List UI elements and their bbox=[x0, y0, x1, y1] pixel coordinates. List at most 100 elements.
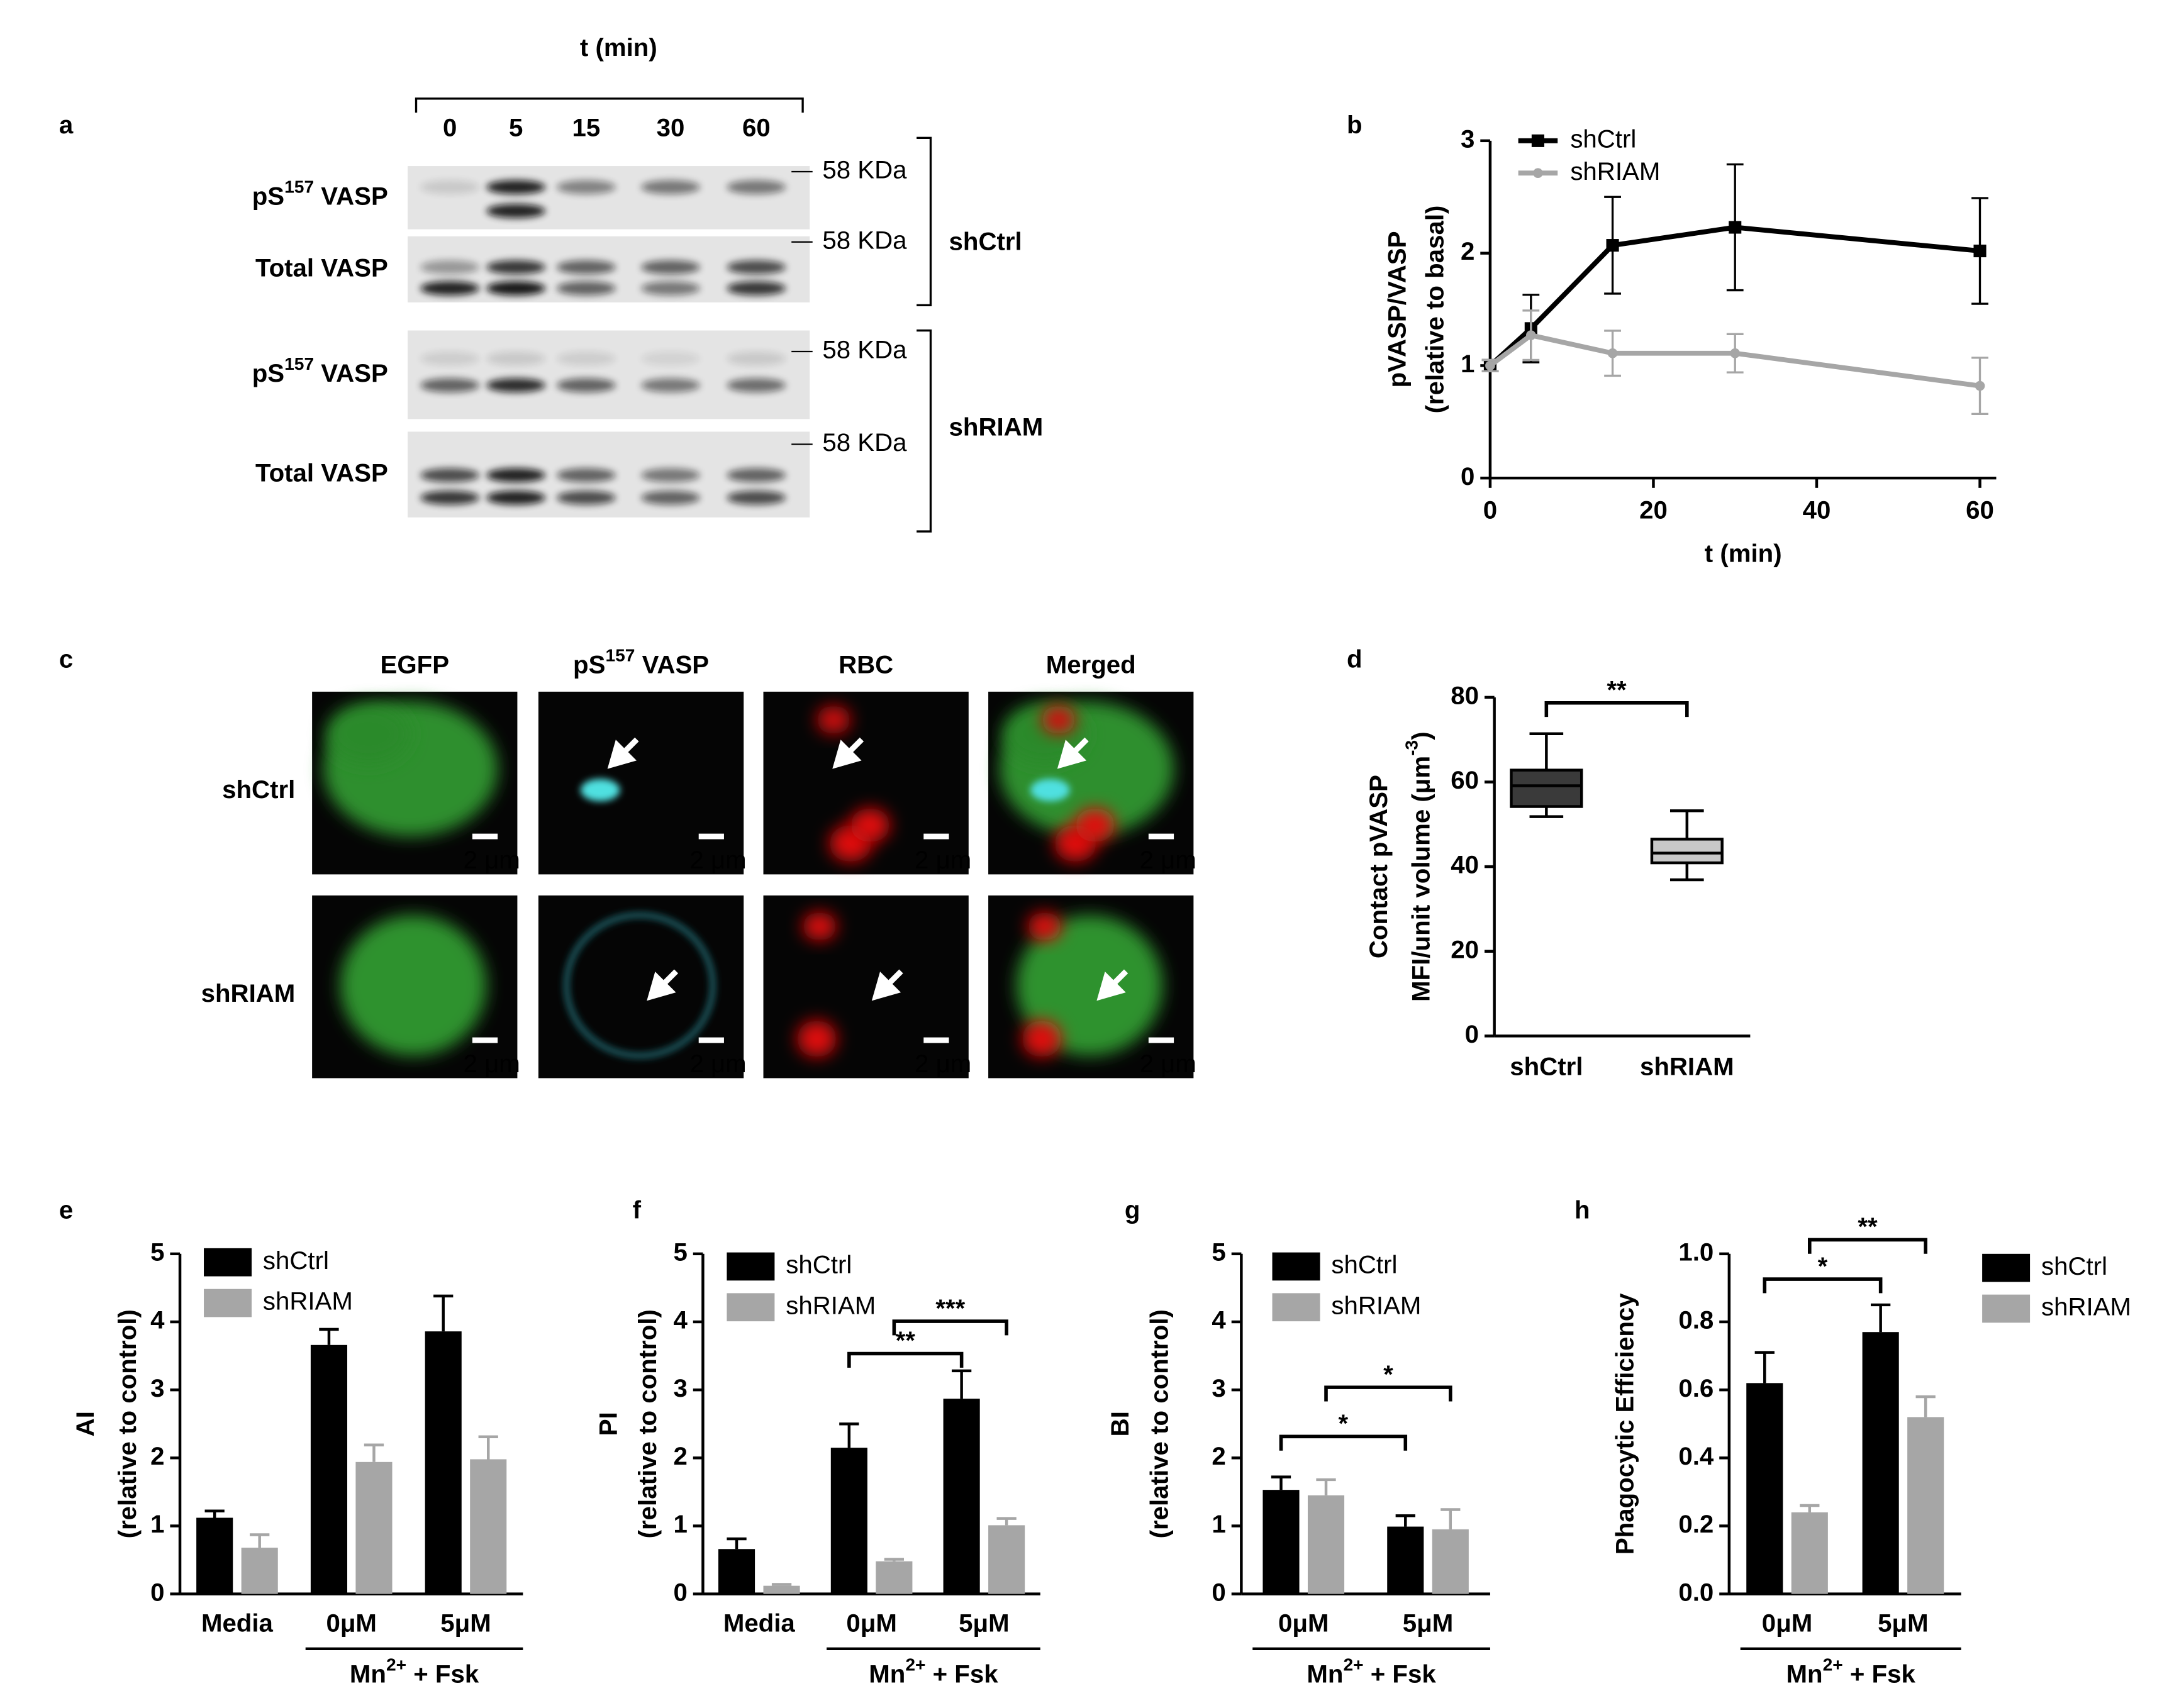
text-part: Total VASP bbox=[255, 253, 388, 282]
y-tick-label: 0.6 bbox=[1678, 1374, 1714, 1402]
blot-band bbox=[641, 468, 700, 482]
error-bar bbox=[1271, 1475, 1291, 1490]
bar bbox=[470, 1459, 507, 1594]
y-tick-label: 20 bbox=[1451, 935, 1479, 963]
blot-band bbox=[420, 281, 480, 296]
size-marker: 58 KDa bbox=[822, 336, 907, 364]
blot-band bbox=[556, 260, 616, 275]
error-bar bbox=[319, 1328, 339, 1345]
blot-band bbox=[641, 281, 700, 296]
y-tick-label: 0.0 bbox=[1678, 1578, 1714, 1606]
blot-group-label: shCtrl bbox=[949, 228, 1022, 256]
cell-signal bbox=[1027, 912, 1062, 941]
superscript: 157 bbox=[284, 354, 314, 374]
significance-bracket bbox=[1324, 1385, 1452, 1402]
point bbox=[1729, 221, 1742, 234]
error-bar bbox=[884, 1558, 905, 1561]
legend-label: shCtrl bbox=[263, 1246, 329, 1275]
point bbox=[1607, 348, 1618, 358]
point bbox=[1973, 244, 1987, 258]
text-part: + Fsk bbox=[925, 1660, 998, 1688]
y-tick-label: 3 bbox=[1212, 1374, 1225, 1402]
significance-label: * bbox=[1339, 1409, 1349, 1438]
blot-band bbox=[486, 378, 546, 392]
y-tick-label: 0 bbox=[1465, 1020, 1479, 1048]
x-tick-label: Media bbox=[723, 1609, 796, 1637]
bar bbox=[1791, 1512, 1828, 1594]
blot-band bbox=[641, 180, 700, 194]
error-bar bbox=[996, 1517, 1017, 1526]
micrograph bbox=[538, 895, 744, 1079]
scale-bar-label: 2 μm bbox=[689, 846, 746, 874]
bar bbox=[1862, 1332, 1899, 1594]
y-tick-label: 3 bbox=[150, 1374, 164, 1402]
error-bar bbox=[364, 1443, 384, 1462]
panel-letter: f bbox=[633, 1195, 642, 1224]
y-tick-label: 1 bbox=[1212, 1510, 1225, 1538]
blot-band bbox=[420, 180, 480, 194]
significance-bracket bbox=[847, 1351, 964, 1368]
box bbox=[1510, 768, 1583, 808]
error-bar bbox=[1441, 1508, 1461, 1529]
bar bbox=[196, 1517, 233, 1594]
significance-label: ** bbox=[1858, 1212, 1878, 1241]
bar bbox=[310, 1345, 348, 1594]
superscript: 2+ bbox=[1823, 1655, 1843, 1674]
cell-signal bbox=[1030, 779, 1070, 802]
x-tick-label: shCtrl bbox=[1510, 1052, 1583, 1080]
x-tick-label: shRIAM bbox=[1640, 1052, 1734, 1080]
significance-bracket bbox=[1808, 1238, 1927, 1254]
error-bar bbox=[839, 1422, 859, 1448]
y-tick-label: 2 bbox=[1461, 237, 1474, 265]
blot-strip bbox=[408, 330, 810, 419]
column-label: Merged bbox=[1046, 650, 1136, 679]
significance-label: *** bbox=[935, 1294, 965, 1323]
row-label: shRIAM bbox=[201, 979, 296, 1007]
text-part: pS bbox=[252, 359, 284, 387]
blot-band bbox=[486, 260, 546, 275]
text-part: MFI/unit volume (μm bbox=[1407, 756, 1435, 1002]
group-brace bbox=[917, 136, 932, 306]
x-tick-label: 0 bbox=[1483, 496, 1497, 524]
significance-label: * bbox=[1818, 1252, 1828, 1280]
superscript: 157 bbox=[605, 646, 635, 665]
error-bar bbox=[1871, 1303, 1891, 1333]
blot-band bbox=[727, 378, 786, 392]
superscript: -3 bbox=[1402, 740, 1422, 756]
panel-letter: d bbox=[1347, 645, 1363, 673]
y-tick-label: 0.4 bbox=[1678, 1442, 1714, 1470]
bar bbox=[425, 1331, 462, 1594]
significance-label: ** bbox=[1607, 676, 1627, 704]
x-tick-label: 5μM bbox=[440, 1609, 491, 1637]
bar bbox=[763, 1585, 800, 1594]
blot-row-label: Total VASP bbox=[255, 253, 388, 282]
panel-letter: b bbox=[1347, 111, 1363, 139]
y-tick-label: 60 bbox=[1451, 766, 1479, 794]
legend-label: shRIAM bbox=[2041, 1293, 2131, 1321]
text-part: VASP bbox=[314, 182, 388, 210]
error-bar bbox=[951, 1369, 972, 1399]
legend-label: shRIAM bbox=[263, 1287, 353, 1316]
point bbox=[1975, 380, 1985, 391]
micrograph bbox=[763, 895, 969, 1079]
y-tick-label: 0.8 bbox=[1678, 1306, 1714, 1334]
y-axis-label: (relative to control) bbox=[113, 1309, 142, 1538]
blot-band bbox=[641, 378, 700, 392]
text-part: Total VASP bbox=[255, 458, 388, 487]
significance-label: * bbox=[1383, 1360, 1393, 1389]
blot-row-label: pS157 VASP bbox=[252, 177, 388, 210]
arrow bbox=[1057, 737, 1089, 769]
bar bbox=[876, 1561, 913, 1594]
y-axis-label: Contact pVASP bbox=[1364, 775, 1393, 958]
y-tick-label: 4 bbox=[673, 1306, 688, 1334]
error-bar bbox=[1754, 1351, 1775, 1384]
text-part: + Fsk bbox=[1364, 1660, 1437, 1688]
blot-band bbox=[486, 491, 546, 505]
scale-bar-label: 2 μm bbox=[1140, 1050, 1196, 1078]
legend-swatch bbox=[727, 1293, 775, 1322]
lane-label: 60 bbox=[742, 114, 771, 142]
cell-signal bbox=[326, 702, 411, 765]
blot-band bbox=[420, 491, 480, 505]
y-axis-label: AI bbox=[71, 1411, 99, 1436]
text-part: Mn bbox=[869, 1660, 905, 1688]
